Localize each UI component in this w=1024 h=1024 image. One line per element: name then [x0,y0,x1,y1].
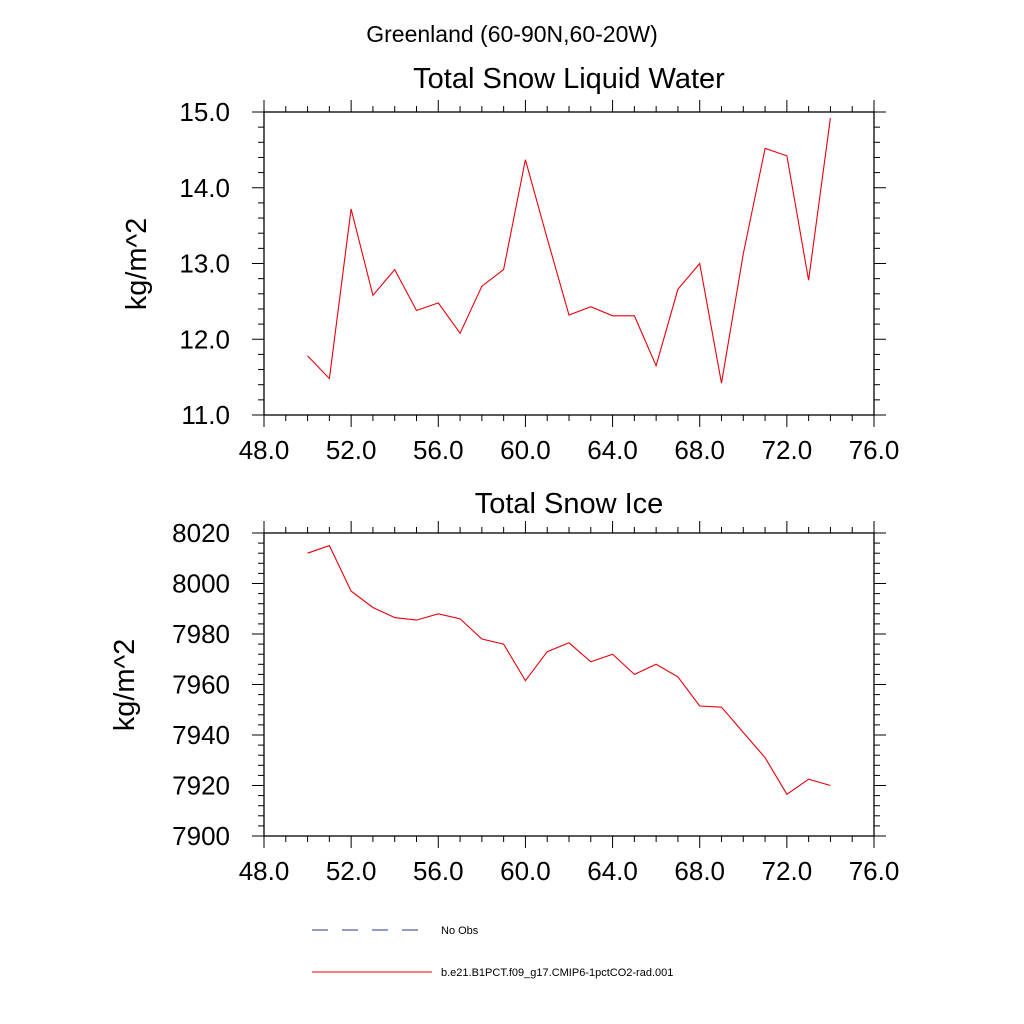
x-tick-label: 72.0 [762,435,813,465]
panel-title-liquid-water: Total Snow Liquid Water [413,63,725,95]
legend-label-model: b.e21.B1PCT.f09_g17.CMIP6-1pctCO2-rad.00… [441,967,673,979]
data-point [372,606,374,608]
x-tick-label: 72.0 [762,856,813,886]
data-point [611,315,613,317]
axis-ticks-liquid-water: 48.0 52.0 56.0 60.0 64.0 68.0 72.0 76.0 11.0 12.0… [179,97,899,465]
data-point [372,294,374,296]
data-point [611,653,613,655]
data-point [655,365,657,367]
data-point [502,268,504,270]
data-point [524,680,526,682]
y-tick-label: 12.0 [179,324,230,354]
data-point [720,706,722,708]
data-point [350,590,352,592]
data-point [350,208,352,210]
y-tick-label: 7920 [172,771,230,801]
legend: No Obs b.e21.B1PCT.f09_g17.CMIP6-1pctCO2… [312,925,673,979]
series-line-liquid-water [307,118,831,384]
y-tick-label: 13.0 [179,249,230,279]
data-point [394,268,396,270]
y-tick-label: 7940 [172,720,230,750]
y-tick-label: 15.0 [179,97,230,127]
data-point [699,262,701,264]
data-point [459,332,461,334]
data-point [590,661,592,663]
data-point [328,377,330,379]
x-tick-label: 76.0 [849,435,900,465]
data-point [481,638,483,640]
x-tick-label: 48.0 [239,435,290,465]
y-tick-label: 8020 [172,518,230,548]
data-point [633,315,635,317]
y-tick-label: 11.0 [181,400,230,430]
data-point [590,306,592,308]
data-point [677,288,679,290]
data-point [699,705,701,707]
x-tick-label: 64.0 [587,856,638,886]
y-tick-label: 14.0 [179,173,230,203]
data-point [524,159,526,161]
plot-frame-snow-ice [263,532,875,837]
data-point [394,616,396,618]
data-point [829,117,831,119]
data-point [502,643,504,645]
x-tick-label: 52.0 [326,435,377,465]
data-point [807,279,809,281]
data-point [437,613,439,615]
data-point [415,619,417,621]
y-tick-label: 7900 [172,821,230,851]
legend-label-no-obs: No Obs [441,925,479,937]
figure-suptitle: Greenland (60-90N,60-20W) [366,21,657,47]
data-point [568,314,570,316]
plot-frame-liquid-water [263,111,875,416]
data-point [764,757,766,759]
data-point [633,673,635,675]
axis-ticks-snow-ice: 48.0 52.0 56.0 60.0 64.0 68.0 72.0 76.0 7900 7920… [172,518,899,886]
y-axis-label-liquid-water: kg/m^2 [121,218,153,311]
data-point [328,544,330,546]
x-tick-label: 60.0 [500,435,551,465]
data-point [546,237,548,239]
y-tick-label: 8000 [172,569,230,599]
x-tick-label: 52.0 [326,856,377,886]
data-point [720,382,722,384]
x-tick-label: 56.0 [413,435,464,465]
data-point [764,147,766,149]
x-tick-label: 48.0 [239,856,290,886]
x-tick-label: 76.0 [849,856,900,886]
data-point [677,676,679,678]
data-point [655,663,657,665]
y-axis-label-snow-ice: kg/m^2 [109,639,141,732]
data-point [459,618,461,620]
snow-ice-panel: Total Snow Ice kg/m^2 48.0 52.0 56.0 60.0 64… [109,488,899,886]
data-point [742,253,744,255]
data-point [829,784,831,786]
data-point [437,302,439,304]
x-tick-label: 64.0 [587,435,638,465]
line-series-liquid-water [306,117,831,384]
data-point [786,155,788,157]
y-tick-label: 7960 [172,670,230,700]
data-point [481,285,483,287]
x-tick-label: 68.0 [674,856,725,886]
data-point [786,793,788,795]
x-tick-label: 56.0 [413,856,464,886]
y-tick-label: 7980 [172,619,230,649]
line-series-snow-ice [306,544,831,796]
series-line-snow-ice [307,544,831,796]
x-tick-label: 68.0 [674,435,725,465]
snow-liquid-water-panel: Total Snow Liquid Water kg/m^2 48.0 52.0 5… [121,63,899,465]
data-point [568,642,570,644]
data-point [546,651,548,653]
data-point [742,731,744,733]
data-point [306,355,308,357]
panel-title-snow-ice: Total Snow Ice [475,488,664,520]
data-point [807,778,809,780]
data-point [306,552,308,554]
data-point [415,309,417,311]
x-tick-label: 60.0 [500,856,551,886]
